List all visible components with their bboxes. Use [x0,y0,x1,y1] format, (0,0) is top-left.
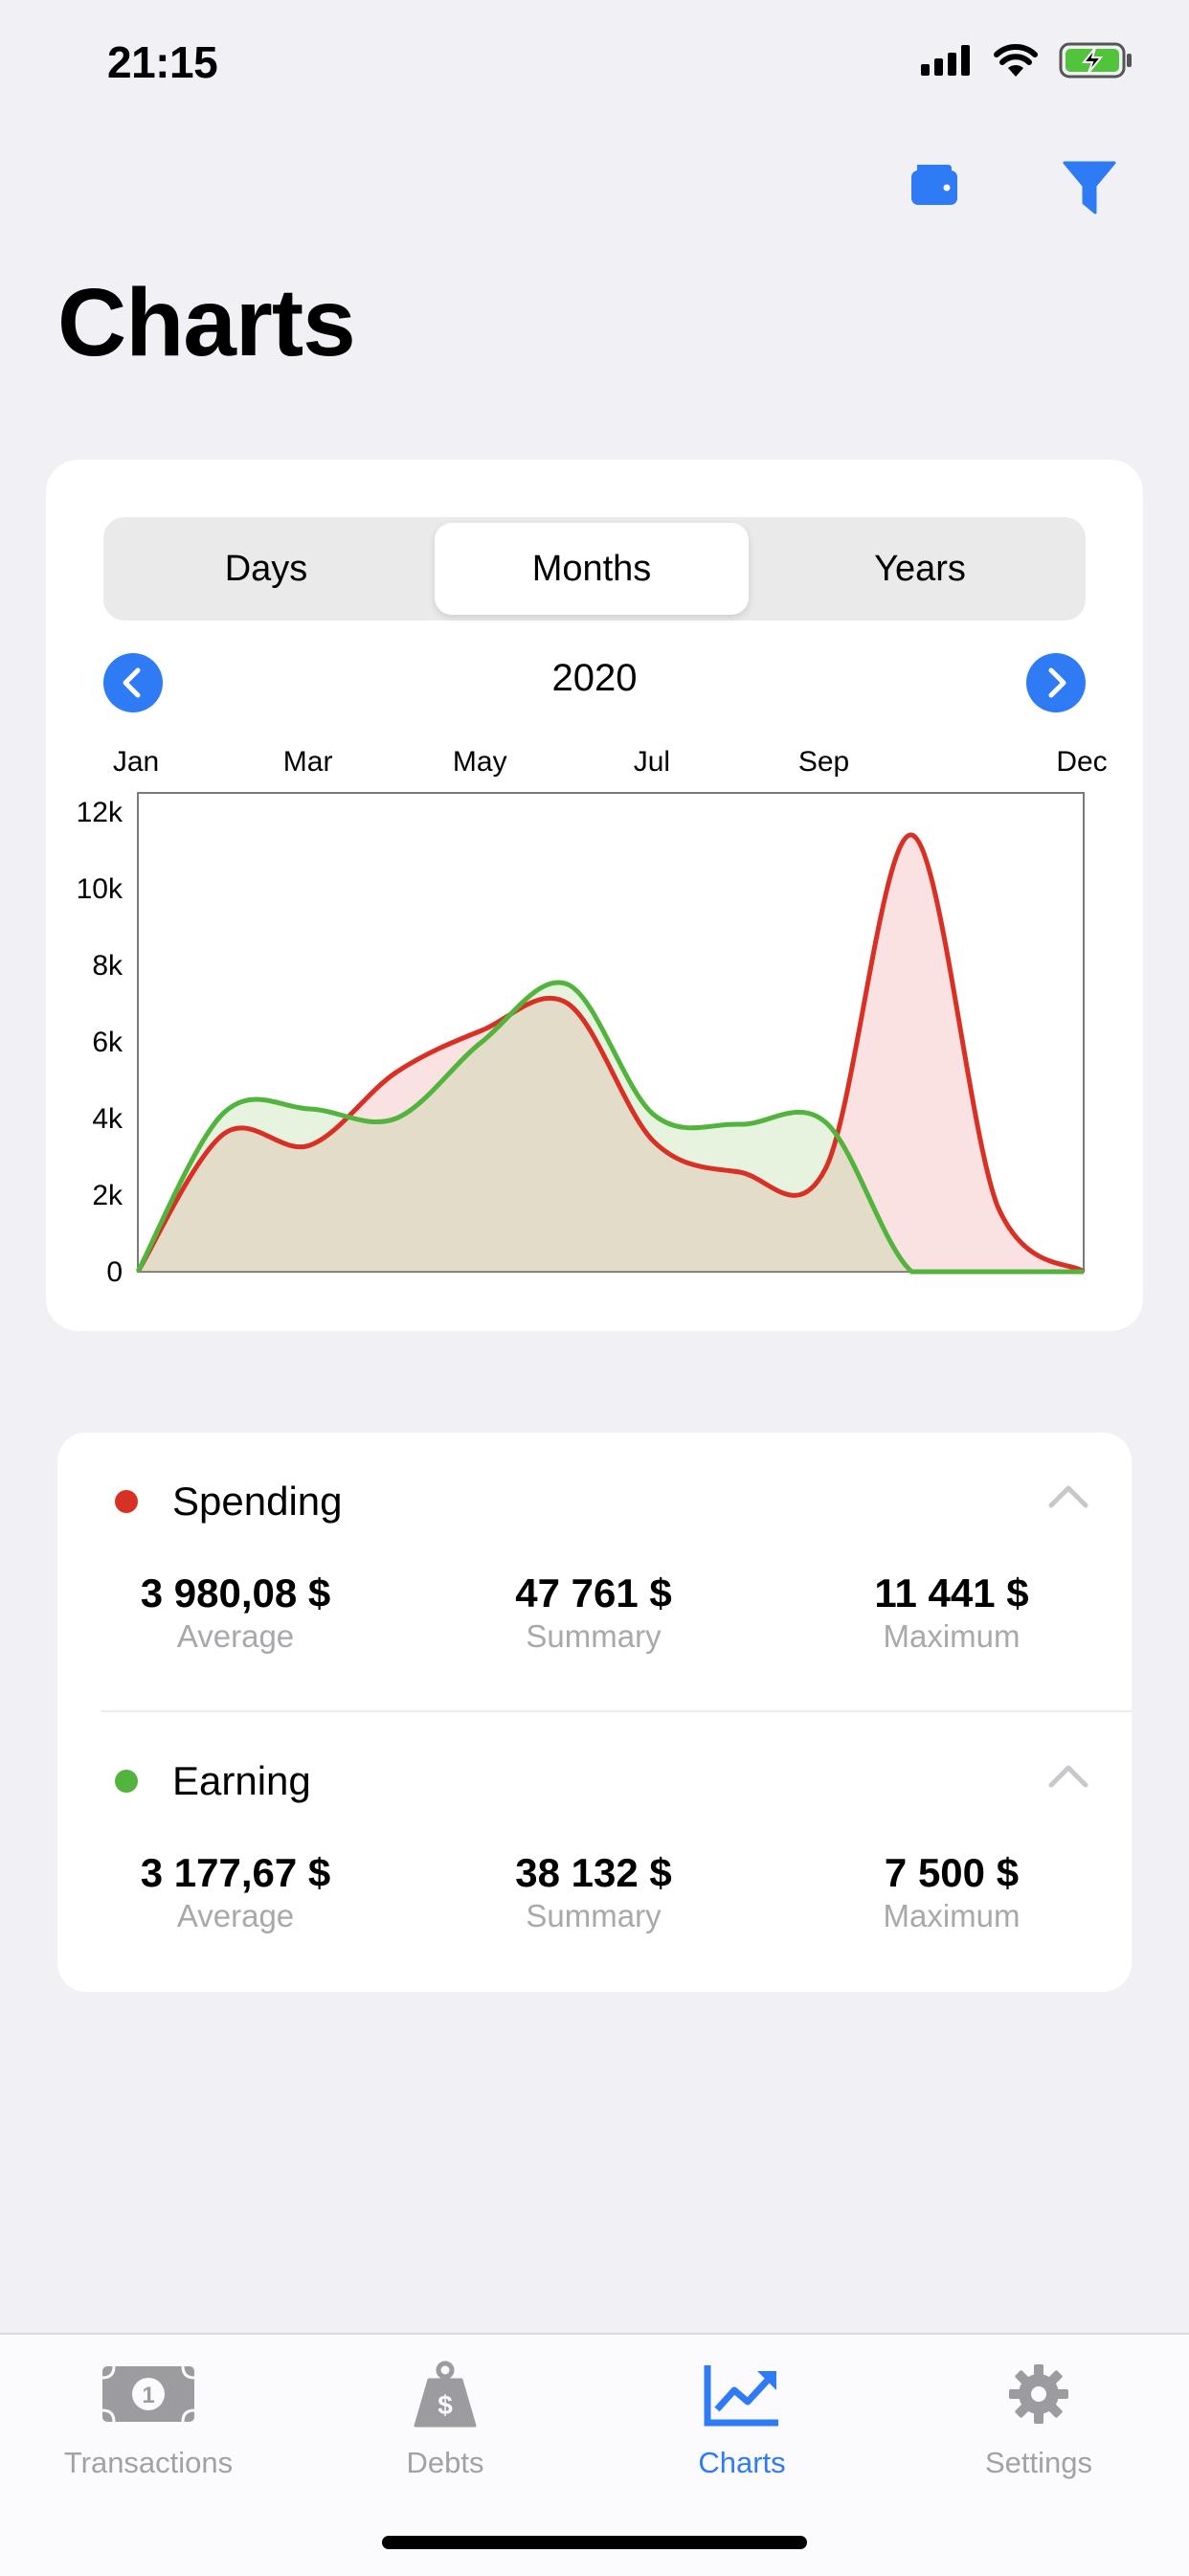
divider [101,1710,1132,1712]
earning-average: 3 177,67 $ Average [92,1850,379,1934]
earning-line [135,980,1084,1275]
earning-title: Earning [172,1758,311,1803]
status-icons [921,42,1133,79]
y-tick-label: 12k [77,797,123,828]
banknote-icon: 1 [101,2365,195,2423]
filter-button[interactable] [1063,161,1116,219]
spending-dot [115,1490,138,1513]
spending-maximum-label: Maximum [883,1618,1021,1654]
tab-charts-label: Charts [698,2446,786,2479]
y-tick-label: 8k [92,950,123,982]
wifi-icon [994,44,1038,77]
weight-bag-icon: $ [414,2361,477,2428]
spending-summary-value: 47 761 $ [515,1570,672,1616]
previous-year-button[interactable] [103,653,163,712]
spending-maximum-value: 11 441 $ [874,1570,1029,1616]
line-chart-icon [704,2365,778,2427]
segment-days[interactable]: Days [224,549,308,589]
spending-summary-label: Summary [526,1618,662,1654]
y-tick-label: 2k [92,1180,123,1211]
area-chart: Jan Mar May Jul Sep Dec 0 2k 4k 6k 8k 10k 12k [77,746,1108,1288]
home-indicator [382,2536,807,2549]
earning-section[interactable]: Earning 3 177,67 $ Average 38 132 $ Summ… [57,1712,1132,1992]
tab-charts[interactable]: Charts [594,2356,890,2480]
wallet-icon [911,165,957,205]
y-tick-label: 4k [92,1103,123,1135]
tab-debts-label: Debts [406,2446,484,2479]
y-tick-label: 10k [77,873,123,905]
status-time: 21:15 [107,37,218,87]
wallet-button[interactable] [909,161,959,212]
chevron-left-icon [123,667,141,698]
spending-maximum: 11 441 $ Maximum [808,1570,1095,1655]
tab-bar: 1 Transactions $ Debts Charts [0,2333,1189,2576]
stats-card: Spending 3 980,08 $ Average 47 761 $ Sum… [57,1433,1132,1992]
segment-months[interactable]: Months [435,523,749,615]
gear-icon [1009,2364,1068,2424]
earning-area [138,982,1084,1272]
earning-dot [115,1770,138,1793]
spending-average-label: Average [176,1618,295,1654]
tab-settings[interactable]: Settings [890,2356,1187,2480]
y-tick-label: 0 [106,1256,123,1288]
x-tick-label: Sep [798,746,849,778]
filter-icon [1063,161,1116,215]
x-tick-label: Dec [1056,746,1107,778]
tab-transactions-label: Transactions [63,2446,234,2479]
earning-maximum-value: 7 500 $ [884,1850,1020,1895]
period-segmented-control: Days Months Years [103,517,1086,621]
x-tick-label: Jul [634,746,670,778]
spending-section[interactable]: Spending 3 980,08 $ Average 47 761 $ Sum… [57,1433,1132,1712]
page-title: Charts [57,269,356,376]
tab-transactions[interactable]: 1 Transactions [0,2356,297,2480]
x-tick-label: Jan [113,746,159,778]
earning-average-label: Average [176,1898,295,1933]
earning-summary: 38 132 $ Summary [450,1850,737,1934]
cellular-signal-icon [921,45,970,76]
earning-summary-label: Summary [526,1898,662,1933]
earning-maximum: 7 500 $ Maximum [808,1850,1095,1934]
chevron-up-icon[interactable] [1047,1762,1089,1791]
svg-text:$: $ [437,2390,453,2420]
x-tick-label: May [453,746,507,778]
plot-frame [137,792,1085,1273]
earning-maximum-label: Maximum [883,1898,1021,1933]
spending-summary: 47 761 $ Summary [450,1570,737,1655]
segment-years[interactable]: Years [874,549,966,589]
spending-average: 3 980,08 $ Average [92,1570,379,1655]
spending-area [138,834,1084,1272]
earning-average-value: 3 177,67 $ [140,1850,331,1895]
next-year-button[interactable] [1026,653,1086,712]
battery-charging-icon [1059,42,1132,79]
year-label: 2020 [551,657,638,699]
svg-text:1: 1 [142,2383,154,2408]
x-tick-label: Mar [283,746,333,778]
chevron-right-icon [1048,667,1066,698]
spending-average-value: 3 980,08 $ [140,1570,331,1616]
y-tick-label: 6k [92,1027,123,1058]
chart-card: Days Months Years 2020 Jan Mar May Jul Sep De… [46,460,1143,1331]
tab-settings-label: Settings [984,2446,1092,2479]
earning-summary-value: 38 132 $ [515,1850,672,1895]
chevron-up-icon[interactable] [1047,1482,1089,1511]
spending-line [135,832,1086,1275]
tab-debts[interactable]: $ Debts [297,2356,594,2480]
spending-title: Spending [172,1479,343,1524]
